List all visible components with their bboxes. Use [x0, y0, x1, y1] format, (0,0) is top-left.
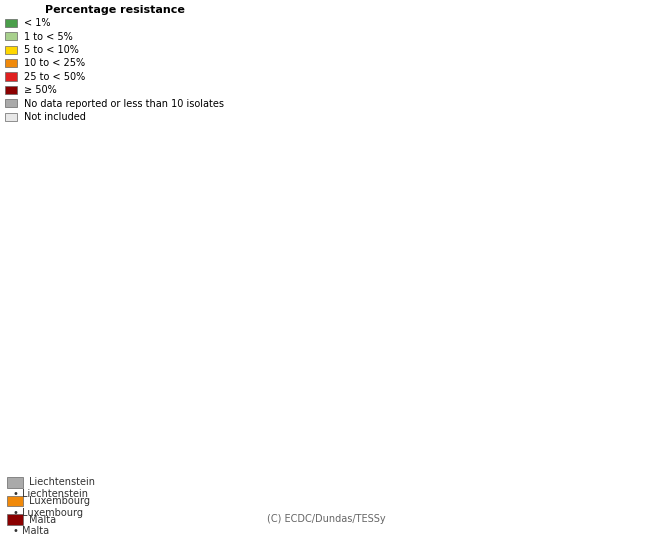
Text: Liechtenstein: Liechtenstein — [29, 477, 95, 487]
FancyBboxPatch shape — [7, 514, 23, 525]
Text: Luxembourg: Luxembourg — [29, 496, 91, 506]
Legend: < 1%, 1 to < 5%, 5 to < 10%, 10 to < 25%, 25 to < 50%, ≥ 50%, No data reported o: < 1%, 1 to < 5%, 5 to < 10%, 10 to < 25%… — [5, 5, 224, 122]
Text: Malta: Malta — [29, 515, 57, 525]
Text: • Malta: • Malta — [13, 526, 49, 536]
FancyBboxPatch shape — [7, 495, 23, 506]
Text: • Luxembourg: • Luxembourg — [13, 507, 83, 518]
FancyBboxPatch shape — [7, 477, 23, 488]
Text: (C) ECDC/Dundas/TESSy: (C) ECDC/Dundas/TESSy — [267, 514, 385, 523]
Text: • Liechtenstein: • Liechtenstein — [13, 489, 88, 499]
